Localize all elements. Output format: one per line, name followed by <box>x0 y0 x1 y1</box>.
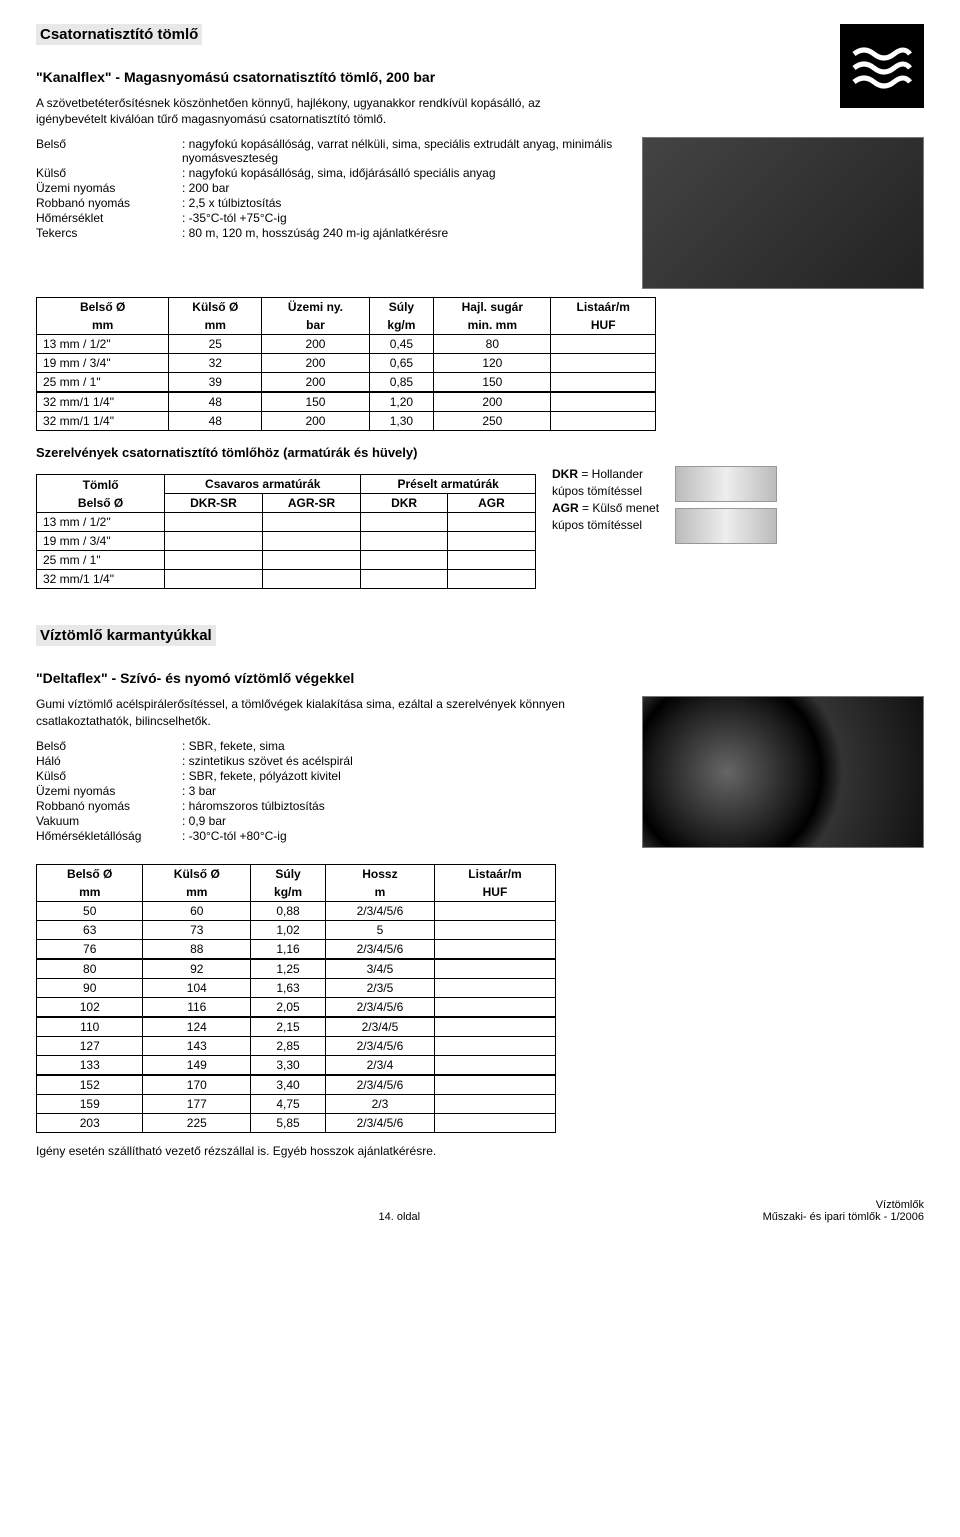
pipe-image <box>642 696 924 848</box>
legend-agr-k: AGR <box>552 501 579 515</box>
section2-title: Víztömlő karmantyúkkal <box>36 625 216 646</box>
spec-key: Háló <box>36 754 176 769</box>
spec-val: : -30°C-tól +80°C-ig <box>176 829 353 844</box>
spec-key: Hőmérséklet <box>36 211 176 226</box>
section1-title: Csatornatisztító tömlő <box>36 24 202 45</box>
spec-key: Külső <box>36 166 176 181</box>
hose-coil-image <box>642 137 924 289</box>
footer-page: 14. oldal <box>379 1211 421 1223</box>
section2-subtitle: "Deltaflex" - Szívó- és nyomó víztömlő v… <box>36 670 924 686</box>
specs-table-1: Belső: nagyfokú kopásállóság, varrat nél… <box>36 137 626 241</box>
section1-para: A szövetbetéterősítésnek köszönhetően kö… <box>36 95 596 127</box>
section2-note: Igény esetén szállítható vezető rézszáll… <box>36 1143 596 1159</box>
spec-val: : 200 bar <box>176 181 626 196</box>
spec-key: Üzemi nyomás <box>36 181 176 196</box>
data-table-2: Belső ØKülső ØSúlyHosszListaár/mmmmmkg/m… <box>36 864 556 1133</box>
spec-val: : SBR, fekete, sima <box>176 739 353 754</box>
specs-table-2: Belső: SBR, fekete, simaHáló: szintetiku… <box>36 739 353 844</box>
spec-key: Külső <box>36 769 176 784</box>
fittings-heading: Szerelvények csatornatisztító tömlőhöz (… <box>36 445 924 460</box>
spec-val: : -35°C-tól +75°C-ig <box>176 211 626 226</box>
spec-val: : 3 bar <box>176 784 353 799</box>
fittings-table: TömlőCsavaros armatúrákPréselt armatúrák… <box>36 474 536 589</box>
spec-key: Belső <box>36 137 176 166</box>
spec-key: Vakuum <box>36 814 176 829</box>
spec-val: : háromszoros túlbiztosítás <box>176 799 353 814</box>
legend-dkr: DKR = Hollanderkúpos tömítéssel AGR = Kü… <box>552 466 659 533</box>
spec-val: : 2,5 x túlbiztosítás <box>176 196 626 211</box>
spec-val: : nagyfokú kopásállóság, varrat nélküli,… <box>176 137 626 166</box>
spec-key: Üzemi nyomás <box>36 784 176 799</box>
spec-key: Robbanó nyomás <box>36 799 176 814</box>
spec-key: Robbanó nyomás <box>36 196 176 211</box>
legend-dkr-k: DKR <box>552 467 578 481</box>
wave-icon <box>840 24 924 108</box>
spec-val: : SBR, fekete, pólyázott kivitel <box>176 769 353 784</box>
fitting-image-2 <box>675 508 777 544</box>
footer-right2: Műszaki- és ipari tömlők - 1/2006 <box>763 1211 924 1223</box>
spec-key: Belső <box>36 739 176 754</box>
spec-val: : 0,9 bar <box>176 814 353 829</box>
spec-val: : nagyfokú kopásállóság, sima, időjárásá… <box>176 166 626 181</box>
data-table-1: Belső ØKülső ØÜzemi ny.SúlyHajl. sugárLi… <box>36 297 656 431</box>
spec-val: : szintetikus szövet és acélspirál <box>176 754 353 769</box>
section1-subtitle: "Kanalflex" - Magasnyomású csatornatiszt… <box>36 69 596 85</box>
spec-key: Hőmérsékletállóság <box>36 829 176 844</box>
spec-val: : 80 m, 120 m, hosszúság 240 m-ig ajánla… <box>176 226 626 241</box>
footer-right1: Víztömlők <box>763 1199 924 1211</box>
spec-key: Tekercs <box>36 226 176 241</box>
section2-para: Gumi víztömlő acélspirálerősítéssel, a t… <box>36 696 596 728</box>
fitting-image-1 <box>675 466 777 502</box>
